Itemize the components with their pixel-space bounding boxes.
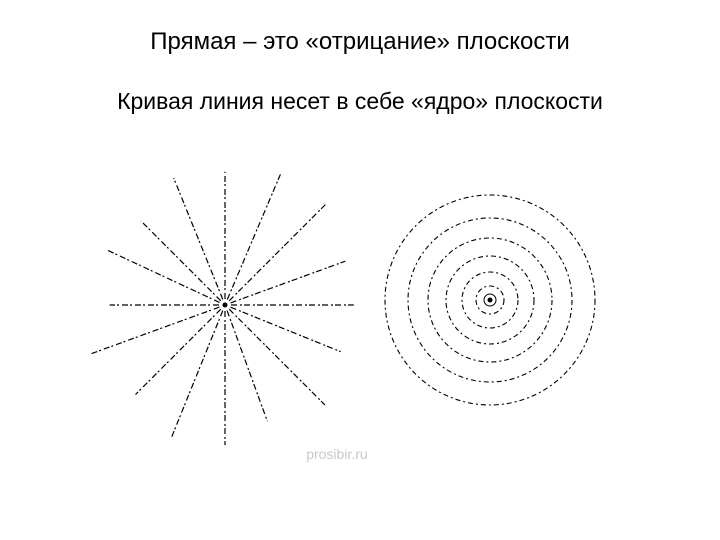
page-subtitle: Кривая линия несет в себе «ядро» плоскос…	[0, 88, 720, 115]
starburst-ray	[141, 221, 221, 301]
starburst-ray	[227, 311, 267, 422]
starburst-center-dot	[223, 303, 228, 308]
circles-center-dot	[488, 298, 493, 303]
starburst-ray	[227, 174, 280, 300]
watermark-text: prosibir.ru	[306, 446, 367, 462]
starburst-ray	[231, 307, 341, 352]
starburst-ray	[174, 178, 223, 299]
page-title: Прямая – это «отрицание» плоскости	[0, 28, 720, 56]
diagram-area: prosibir.ru	[60, 170, 620, 470]
starburst-ray	[172, 311, 223, 437]
starburst-ray	[106, 249, 220, 302]
diagram-svg	[60, 170, 620, 470]
